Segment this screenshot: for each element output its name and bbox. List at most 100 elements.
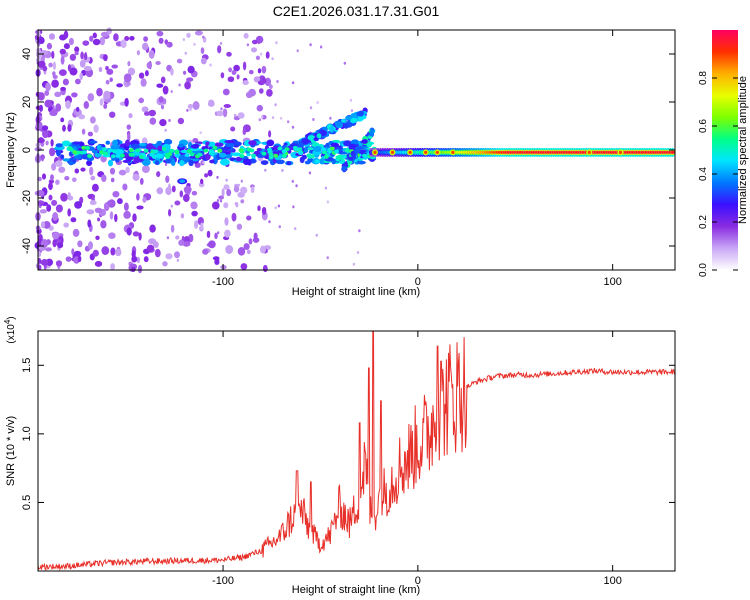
heatmap-cell xyxy=(127,132,131,142)
heatmap-cell xyxy=(256,147,262,152)
y-tick-label: 1.5 xyxy=(21,358,33,373)
heatmap-cell xyxy=(313,146,323,152)
heatmap-cell xyxy=(180,149,189,154)
heatmap-cell xyxy=(133,156,141,164)
heatmap-cell xyxy=(112,149,117,154)
heatmap-cell xyxy=(82,40,90,46)
heatmap-cell xyxy=(246,43,250,47)
heatmap-cell xyxy=(41,173,47,180)
heatmap-cell xyxy=(246,215,252,221)
heatmap-cell xyxy=(138,143,147,147)
heatmap-cell xyxy=(163,138,173,145)
heatmap-cell xyxy=(223,184,230,191)
heatmap-cell xyxy=(70,217,77,223)
heatmap-cell xyxy=(49,110,58,117)
heatmap-cell xyxy=(262,264,268,273)
colorbar-gradient xyxy=(712,30,738,270)
heatmap-cell xyxy=(144,70,149,77)
heatmap-cell xyxy=(139,177,144,185)
heatmap-cell xyxy=(291,81,295,85)
heatmap-cell xyxy=(87,131,94,137)
heatmap-cell xyxy=(156,83,164,88)
heatmap-cell xyxy=(88,140,98,144)
heatmap-cell xyxy=(132,213,137,222)
heatmap-cell xyxy=(38,60,46,68)
heatmap-cell xyxy=(313,137,319,142)
heatmap-cell xyxy=(237,183,240,187)
heatmap-cell xyxy=(273,153,279,158)
heatmap-cell xyxy=(117,198,123,205)
heatmap-cell xyxy=(186,77,194,82)
heatmap-cell xyxy=(50,139,54,147)
heatmap-cell xyxy=(42,129,49,139)
heatmap-cell xyxy=(52,61,57,71)
heatmap-cell xyxy=(146,61,153,69)
heatmap-cell xyxy=(132,173,140,181)
heatmap-cell xyxy=(51,79,59,88)
heatmap-cell xyxy=(205,141,210,146)
heatmap-cell xyxy=(175,235,180,240)
heatmap-cell xyxy=(152,149,158,154)
heatmap-cell xyxy=(228,67,233,73)
heatmap-cell xyxy=(224,217,229,226)
heatmap-cell xyxy=(200,178,204,185)
heatmap-cell xyxy=(87,154,93,158)
x-tick-label: 100 xyxy=(603,276,621,288)
heatmap-cell xyxy=(139,154,144,159)
heatmap-cell xyxy=(223,103,232,109)
y-tick-label: 1.0 xyxy=(21,426,33,441)
spectrogram-heatmap xyxy=(34,27,675,274)
heatmap-cell xyxy=(57,242,64,249)
heatmap-cell xyxy=(220,72,225,79)
heatmap-cell xyxy=(242,158,252,166)
heatmap-cell xyxy=(206,230,211,239)
heatmap-cell xyxy=(268,130,272,138)
heatmap-cell xyxy=(62,158,70,162)
heatmap-cell xyxy=(174,200,181,206)
heatmap-cell xyxy=(148,49,155,59)
heatmap-cell xyxy=(80,51,84,60)
heatmap-cell xyxy=(242,127,247,136)
heatmap-cell xyxy=(180,213,185,219)
heatmap-cell xyxy=(182,241,191,247)
heatmap-cell xyxy=(92,32,97,39)
heatmap-cell xyxy=(222,88,230,96)
heatmap-cell xyxy=(160,104,165,110)
heatmap-cell xyxy=(103,103,108,109)
heatmap-cell xyxy=(208,148,215,156)
heatmap-cell xyxy=(43,220,51,229)
heatmap-cell xyxy=(164,128,167,132)
heatmap-cell xyxy=(182,70,187,75)
heatmap-cell xyxy=(225,245,234,254)
heatmap-cell xyxy=(142,42,149,51)
heatmap-cell xyxy=(65,256,72,262)
heatmap-cell xyxy=(130,143,140,150)
heatmap-cell xyxy=(94,260,103,267)
heatmap-cell xyxy=(125,166,130,174)
heatmap-cell xyxy=(51,199,58,206)
heatmap-cell xyxy=(329,146,335,151)
heatmap-cell xyxy=(83,52,88,61)
heatmap-cell xyxy=(356,251,360,254)
heatmap-cell xyxy=(179,190,184,198)
heatmap-cell xyxy=(107,159,114,167)
heatmap-cell xyxy=(257,80,266,86)
x-tick-label: -100 xyxy=(212,276,234,288)
heatmap-cell xyxy=(136,193,140,201)
heatmap-cell xyxy=(170,224,175,233)
heatmap-cell xyxy=(105,140,111,145)
heatmap-cell xyxy=(234,202,238,206)
heatmap-cell xyxy=(323,154,329,159)
heatmap-cell xyxy=(178,143,185,148)
heatmap-cell xyxy=(235,156,243,162)
heatmap-cell xyxy=(240,199,245,204)
heatmap-cell xyxy=(274,206,277,210)
heatmap-cell xyxy=(177,117,185,125)
heatmap-cell xyxy=(156,171,161,178)
heatmap-cell xyxy=(435,150,439,154)
heatmap-cell xyxy=(158,96,164,103)
heatmap-cell xyxy=(261,151,267,156)
y-tick-label: 20 xyxy=(21,96,33,108)
heatmap-cell xyxy=(92,38,101,46)
spectrogram-axis-ticks: -100 0 100 -40 -20 0 20 40 xyxy=(21,30,675,288)
